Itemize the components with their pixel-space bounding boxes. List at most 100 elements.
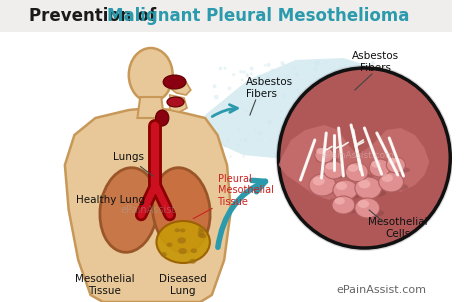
Circle shape [279,117,281,119]
Circle shape [364,131,366,133]
Ellipse shape [309,174,336,196]
Circle shape [364,92,367,95]
Ellipse shape [156,221,210,263]
Circle shape [223,67,227,70]
Ellipse shape [355,198,380,218]
Circle shape [214,95,219,100]
Circle shape [229,156,232,158]
Circle shape [243,70,246,74]
Circle shape [324,150,327,153]
Text: ePainAssist.com: ePainAssist.com [337,285,427,295]
Circle shape [323,136,327,140]
Ellipse shape [167,97,184,107]
Circle shape [352,90,355,92]
Ellipse shape [316,148,325,154]
Text: Mesothelial
Tissue: Mesothelial Tissue [75,274,135,296]
Circle shape [365,116,368,119]
Ellipse shape [316,157,338,163]
Circle shape [281,111,283,112]
Circle shape [283,63,284,65]
Circle shape [270,85,273,87]
Circle shape [388,156,391,159]
Circle shape [379,97,381,99]
Circle shape [297,88,299,91]
Ellipse shape [198,233,204,238]
Circle shape [243,156,245,158]
Circle shape [241,79,243,81]
Circle shape [266,76,271,81]
Ellipse shape [180,229,185,233]
Circle shape [255,91,257,93]
Circle shape [219,66,222,70]
Circle shape [303,145,308,149]
Polygon shape [279,125,429,200]
Circle shape [392,72,394,75]
Ellipse shape [191,248,197,253]
Text: Mesothelial
Cells: Mesothelial Cells [368,217,428,239]
Circle shape [250,78,253,81]
Circle shape [281,135,283,137]
Circle shape [278,151,280,153]
Ellipse shape [382,174,393,182]
Circle shape [224,145,227,147]
Ellipse shape [100,168,158,252]
Ellipse shape [346,162,368,182]
Circle shape [353,128,355,130]
Text: Lungs: Lungs [112,152,153,176]
Ellipse shape [323,161,345,179]
Circle shape [263,83,267,87]
Circle shape [369,132,370,134]
Circle shape [371,61,375,65]
Ellipse shape [324,172,349,178]
Circle shape [227,139,229,142]
Ellipse shape [370,169,395,177]
Circle shape [213,84,217,88]
Circle shape [325,102,329,107]
Ellipse shape [155,110,169,126]
Ellipse shape [334,191,363,199]
Polygon shape [65,108,231,302]
Circle shape [309,80,311,83]
Circle shape [380,84,383,88]
Circle shape [285,76,288,79]
Ellipse shape [179,248,187,254]
Ellipse shape [355,177,382,199]
Ellipse shape [166,243,173,247]
Circle shape [305,107,309,111]
Circle shape [339,153,342,156]
Circle shape [357,100,359,102]
Circle shape [259,97,262,101]
Circle shape [325,108,327,110]
Ellipse shape [313,177,325,185]
Text: Malignant Pleural Mesothelioma: Malignant Pleural Mesothelioma [107,7,409,25]
Circle shape [271,69,273,72]
Circle shape [337,86,339,88]
Circle shape [250,72,253,75]
Circle shape [267,63,270,67]
Ellipse shape [358,200,369,208]
Ellipse shape [335,198,345,204]
Circle shape [372,110,374,112]
Circle shape [246,92,249,95]
Ellipse shape [336,182,347,190]
Circle shape [372,74,374,77]
Ellipse shape [310,186,340,194]
Circle shape [298,92,301,95]
Ellipse shape [315,147,334,163]
Circle shape [325,125,328,128]
Circle shape [367,127,369,129]
Ellipse shape [198,230,204,235]
Circle shape [344,64,347,67]
Text: ePainAssist.com: ePainAssist.com [321,150,394,159]
Circle shape [336,84,339,87]
Circle shape [378,116,383,121]
Circle shape [275,156,277,158]
Circle shape [308,109,310,111]
Circle shape [376,72,381,76]
Circle shape [313,67,318,71]
Ellipse shape [152,168,210,252]
Circle shape [370,142,374,146]
Ellipse shape [371,160,381,168]
Circle shape [258,131,263,136]
Text: Asbestos
Fibers: Asbestos Fibers [352,51,400,73]
